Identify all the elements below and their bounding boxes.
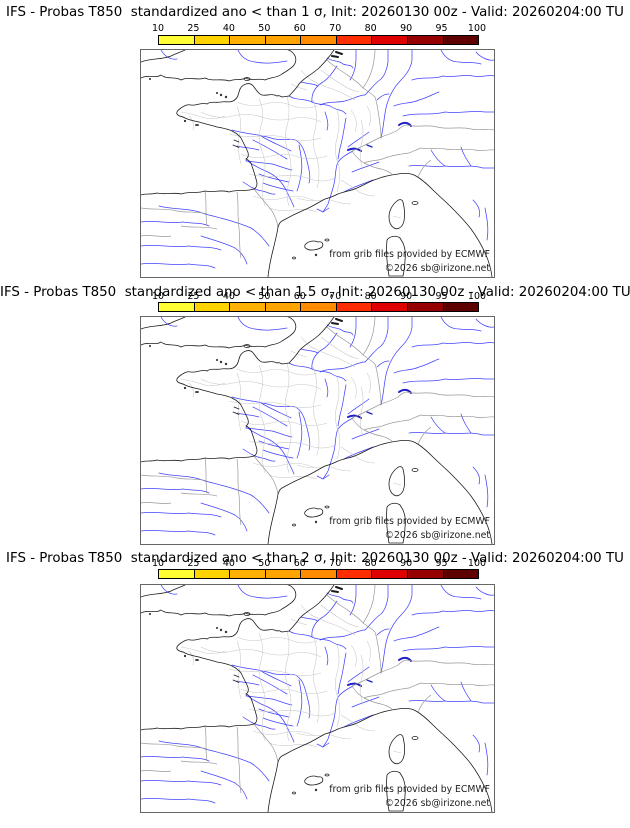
colorbar-segment (265, 570, 302, 578)
panel-1: IFS - Probas T850 standardized ano < tha… (0, 0, 630, 279)
colorbar-tick-label: 60 (293, 291, 306, 302)
colorbar-tick-row: 10 25 40 50 60 70 80 90 95 100 (152, 23, 486, 35)
colorbar-tick-label: 95 (435, 291, 448, 302)
colorbar-tick-label: 50 (258, 291, 271, 302)
colorbar-segment (407, 36, 444, 44)
colorbar-tick-label: 40 (222, 291, 235, 302)
credit-copyright: ©2026 sb@irizone.net (384, 798, 490, 809)
colorbar-tick-row: 10 25 40 50 60 70 80 90 95 100 (152, 291, 486, 303)
colorbar-segment (159, 36, 195, 44)
colorbar-segment (194, 303, 231, 311)
colorbar-segment (301, 303, 337, 311)
colorbar-tick-label: 100 (467, 23, 487, 34)
colorbar-bar (158, 569, 479, 579)
colorbar-segment (301, 570, 337, 578)
colorbar-segment (372, 570, 408, 578)
france-map (141, 585, 494, 812)
colorbar-tick-label: 50 (258, 558, 271, 569)
colorbar-segment (194, 570, 231, 578)
colorbar-segment (407, 303, 444, 311)
colorbar-tick-label: 10 (151, 23, 165, 34)
colorbar-segment (407, 570, 444, 578)
colorbar-segment (443, 570, 479, 578)
colorbar-tick-row: 10 25 40 50 60 70 80 90 95 100 (152, 558, 486, 570)
colorbar-tick-label: 25 (187, 558, 200, 569)
map-frame-2: from grib files provided by ECMWF ©2026 … (140, 316, 495, 545)
colorbar-tick-label: 70 (329, 291, 342, 302)
panel-1-title: IFS - Probas T850 standardized ano < tha… (6, 5, 624, 20)
credit-ecmwf: from grib files provided by ECMWF (329, 784, 490, 795)
colorbar-tick-label: 60 (293, 23, 306, 34)
colorbar-segment (159, 570, 195, 578)
panel-2: IFS - Probas T850 standardized ano < tha… (0, 279, 630, 558)
panel-3-title: IFS - Probas T850 standardized ano < tha… (6, 551, 624, 566)
panel-3: IFS - Probas T850 standardized ano < tha… (0, 545, 630, 824)
colorbar-tick-label: 95 (435, 558, 448, 569)
colorbar-segment (372, 36, 408, 44)
colorbar-tick-label: 10 (151, 291, 165, 302)
credit-copyright: ©2026 sb@irizone.net (384, 263, 490, 274)
colorbar-segment (301, 36, 337, 44)
colorbar-segment (372, 303, 408, 311)
colorbar-tick-label: 100 (467, 291, 487, 302)
colorbar-tick-label: 90 (400, 23, 413, 34)
credit-copyright: ©2026 sb@irizone.net (384, 530, 490, 541)
france-map (141, 50, 494, 277)
colorbar-segment (443, 303, 479, 311)
colorbar-tick-label: 25 (187, 291, 200, 302)
colorbar-bar (158, 302, 479, 312)
colorbar-tick-label: 95 (435, 23, 448, 34)
map-frame-1: from grib files provided by ECMWF ©2026 … (140, 49, 495, 278)
colorbar-segment (194, 36, 231, 44)
colorbar-tick-label: 25 (187, 23, 200, 34)
credit-ecmwf: from grib files provided by ECMWF (329, 249, 490, 260)
panel-2-title: IFS - Probas T850 standardized ano < tha… (0, 285, 630, 300)
colorbar-tick-label: 70 (329, 558, 342, 569)
map-frame-3: from grib files provided by ECMWF ©2026 … (140, 584, 495, 813)
colorbar-segment (230, 570, 266, 578)
colorbar-segment (159, 303, 195, 311)
colorbar-segment (336, 570, 373, 578)
colorbar-segment (336, 36, 373, 44)
credit-ecmwf: from grib files provided by ECMWF (329, 516, 490, 527)
colorbar-segment (230, 303, 266, 311)
france-map (141, 317, 494, 544)
colorbar-tick-label: 90 (400, 291, 413, 302)
colorbar-segment (265, 36, 302, 44)
colorbar-tick-label: 70 (329, 23, 342, 34)
colorbar-tick-label: 80 (364, 558, 377, 569)
colorbar-tick-label: 80 (364, 291, 377, 302)
colorbar-bar (158, 35, 479, 45)
colorbar-tick-label: 40 (222, 23, 235, 34)
colorbar-tick-label: 10 (151, 558, 165, 569)
colorbar-tick-label: 60 (293, 558, 306, 569)
colorbar-segment (230, 36, 266, 44)
colorbar-tick-label: 90 (400, 558, 413, 569)
colorbar-tick-label: 100 (467, 558, 487, 569)
colorbar-segment (336, 303, 373, 311)
colorbar-tick-label: 50 (258, 23, 271, 34)
colorbar-tick-label: 40 (222, 558, 235, 569)
colorbar-segment (443, 36, 479, 44)
colorbar-tick-label: 80 (364, 23, 377, 34)
colorbar-segment (265, 303, 302, 311)
